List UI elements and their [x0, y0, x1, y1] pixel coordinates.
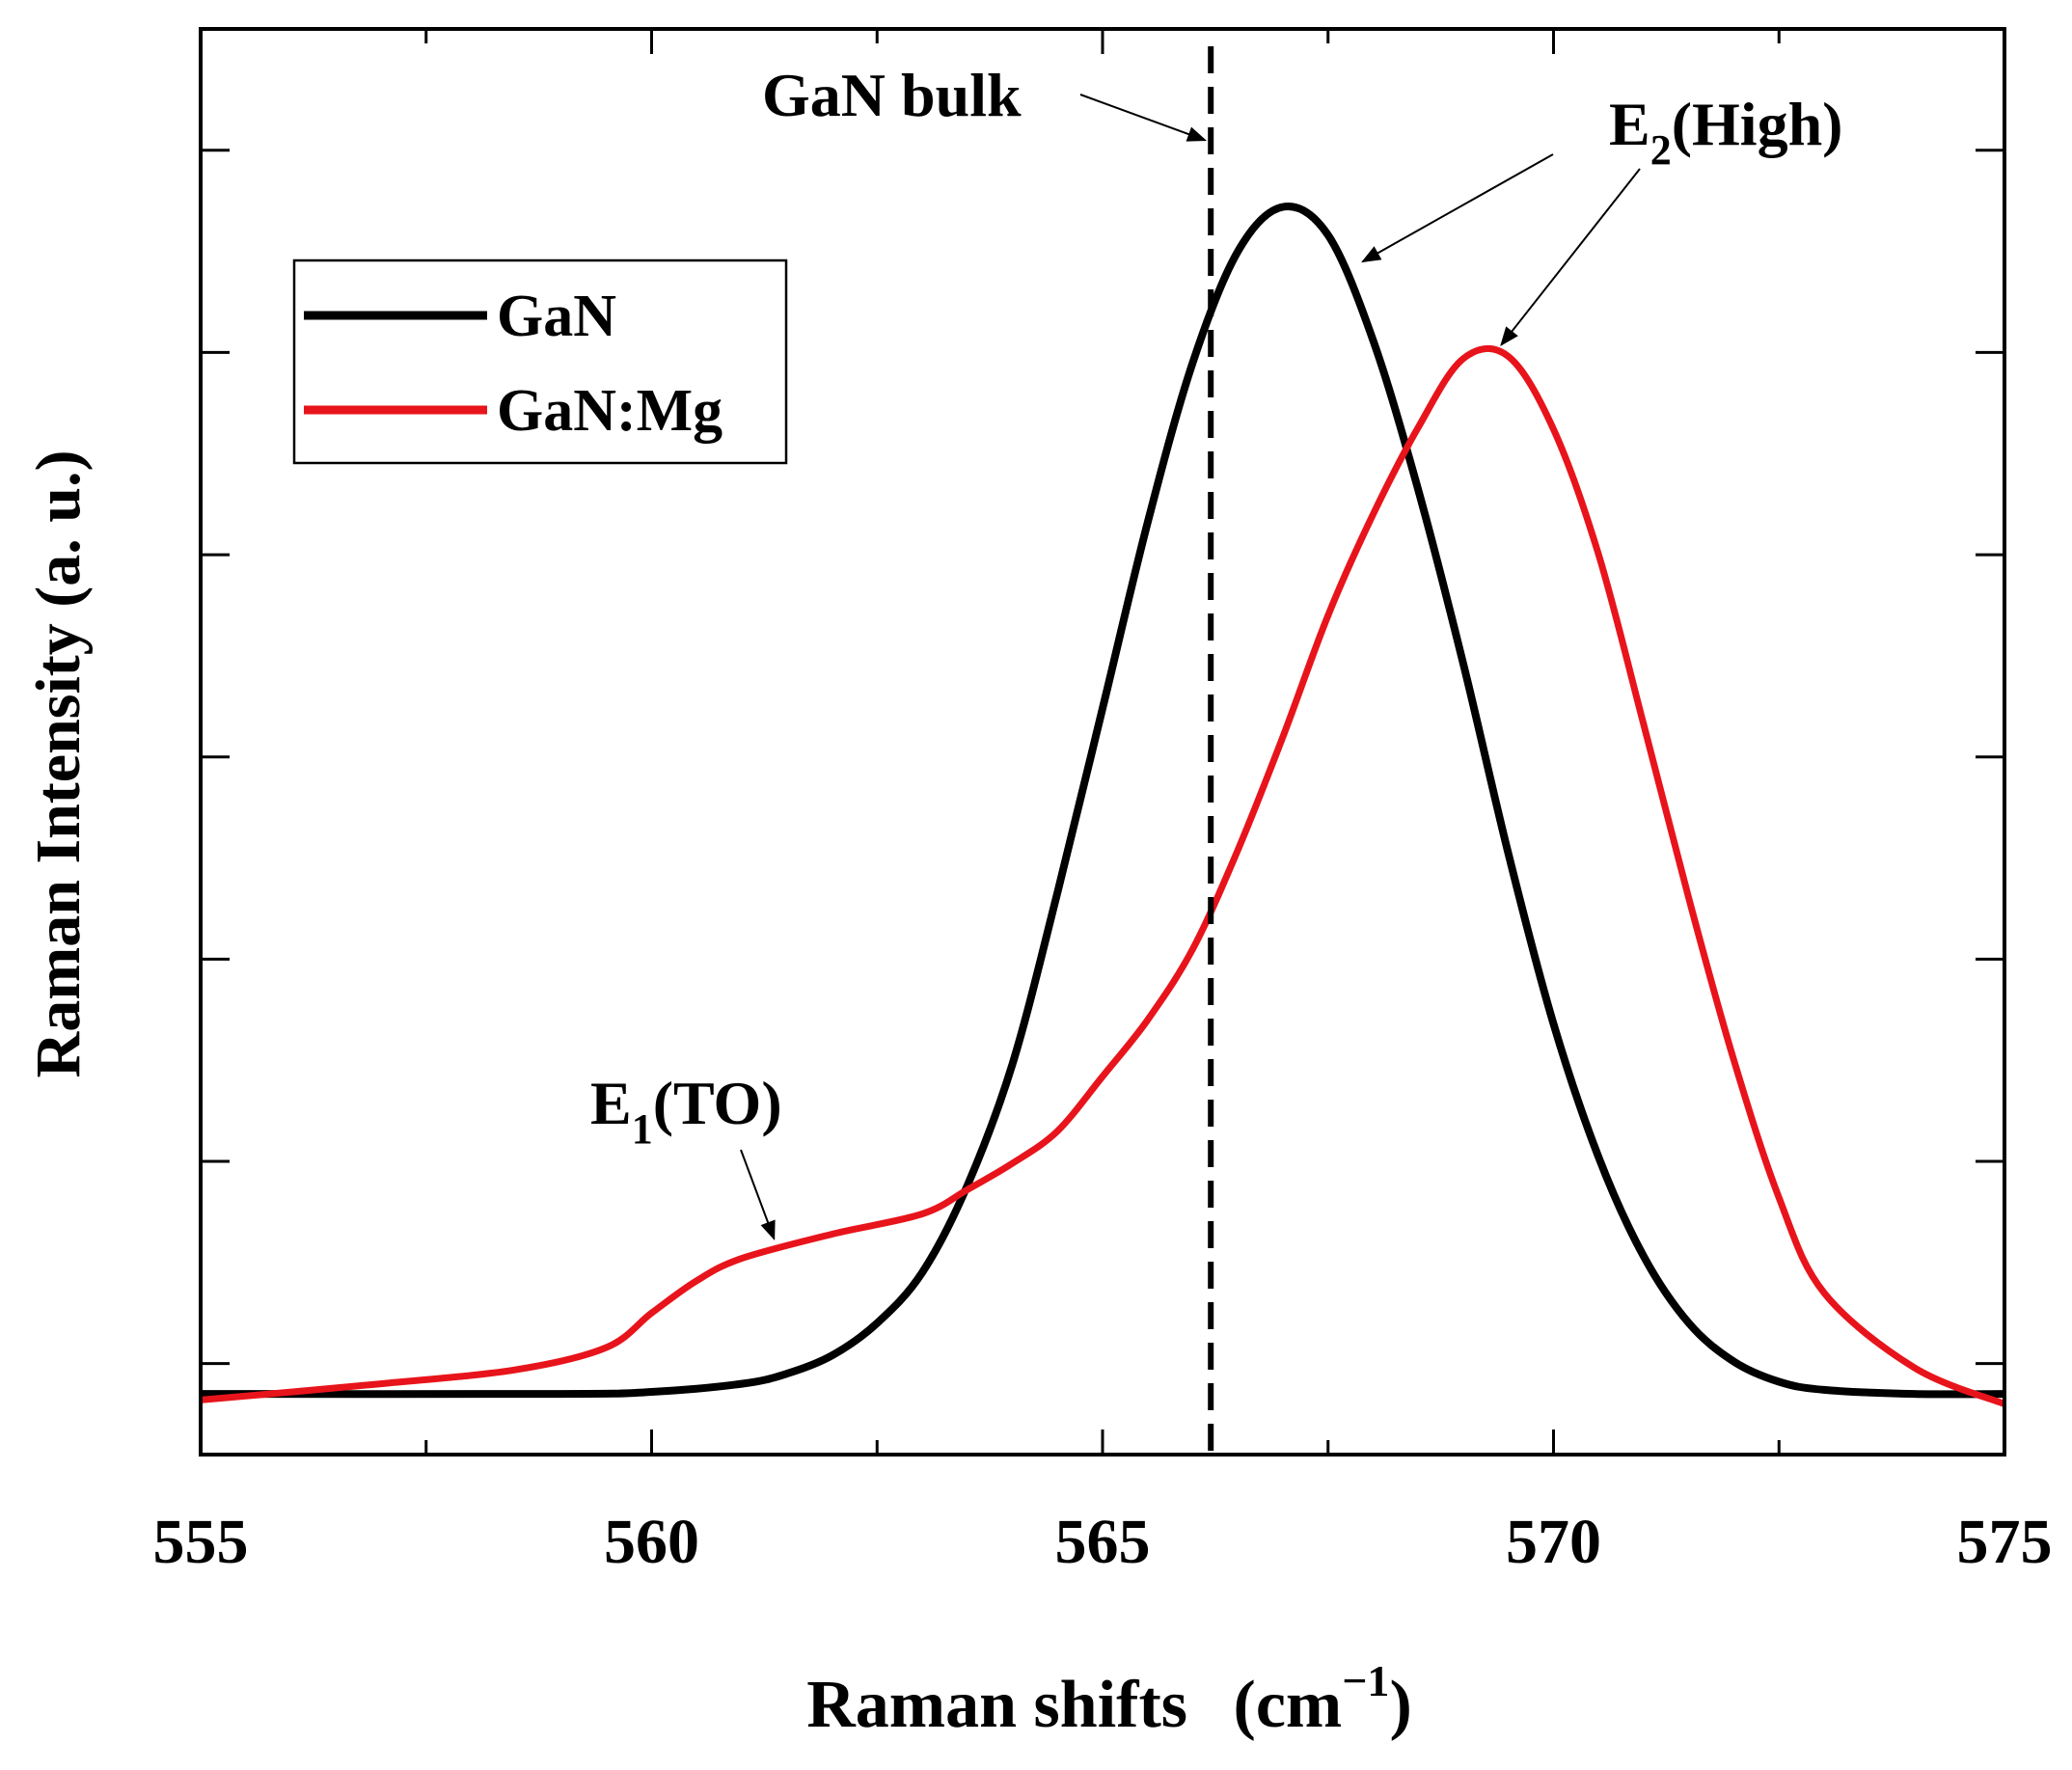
series-line-gan-mg — [201, 345, 2004, 1408]
x-axis-label: Raman shifts — [806, 1668, 1187, 1742]
annotation-e1-rest: (TO) — [653, 1069, 782, 1137]
annotation-arrow-gan-bulk — [1079, 94, 1208, 142]
legend: GaN GaN:Mg — [292, 259, 788, 465]
plot-frame — [199, 27, 2006, 1457]
plot-marks — [201, 46, 2004, 1455]
legend-label-gan-mg: GaN:Mg — [497, 378, 722, 444]
annotation-e2-rest: (High) — [1672, 90, 1843, 158]
annotation-arrow-e1 — [740, 1149, 776, 1241]
annotation-layer: GaN bulk E2(High)E1(TO) — [590, 61, 1842, 1241]
x-tick-label: 570 — [1506, 1507, 1601, 1577]
x-axis-unit-sup: −1 — [1342, 1656, 1389, 1705]
annotation-arrow-e2-black — [1361, 153, 1554, 263]
annotation-e2-sub: 2 — [1650, 126, 1672, 174]
x-tick-label: 565 — [1055, 1507, 1151, 1577]
annotation-gan-bulk: GaN bulk — [762, 61, 1022, 129]
legend-label-gan: GaN — [497, 284, 616, 349]
axis-ticks: 555 560 565 570 575 — [153, 29, 2053, 1577]
annotation-e1-base: E — [590, 1069, 632, 1137]
x-tick-label: 575 — [1957, 1507, 2053, 1577]
annotation-e1-to: E1(TO) — [590, 1069, 782, 1153]
x-tick-label: 555 — [153, 1507, 249, 1577]
legend-box — [292, 259, 788, 465]
annotation-e2-base: E — [1609, 90, 1650, 158]
y-axis-title: Raman Intensity (a. u.) — [23, 450, 94, 1078]
x-axis-title: Raman shifts (cm−1) — [806, 1656, 1412, 1742]
annotation-e2-high: E2(High) — [1609, 90, 1842, 174]
series-line-gan — [201, 203, 2004, 1399]
annotation-e1-sub: 1 — [632, 1105, 653, 1153]
x-axis-unit: (cm — [1234, 1668, 1343, 1742]
x-axis-unit-close: ) — [1389, 1668, 1411, 1742]
x-tick-label: 560 — [604, 1507, 699, 1577]
annotation-arrow-e2-red — [1500, 168, 1641, 347]
